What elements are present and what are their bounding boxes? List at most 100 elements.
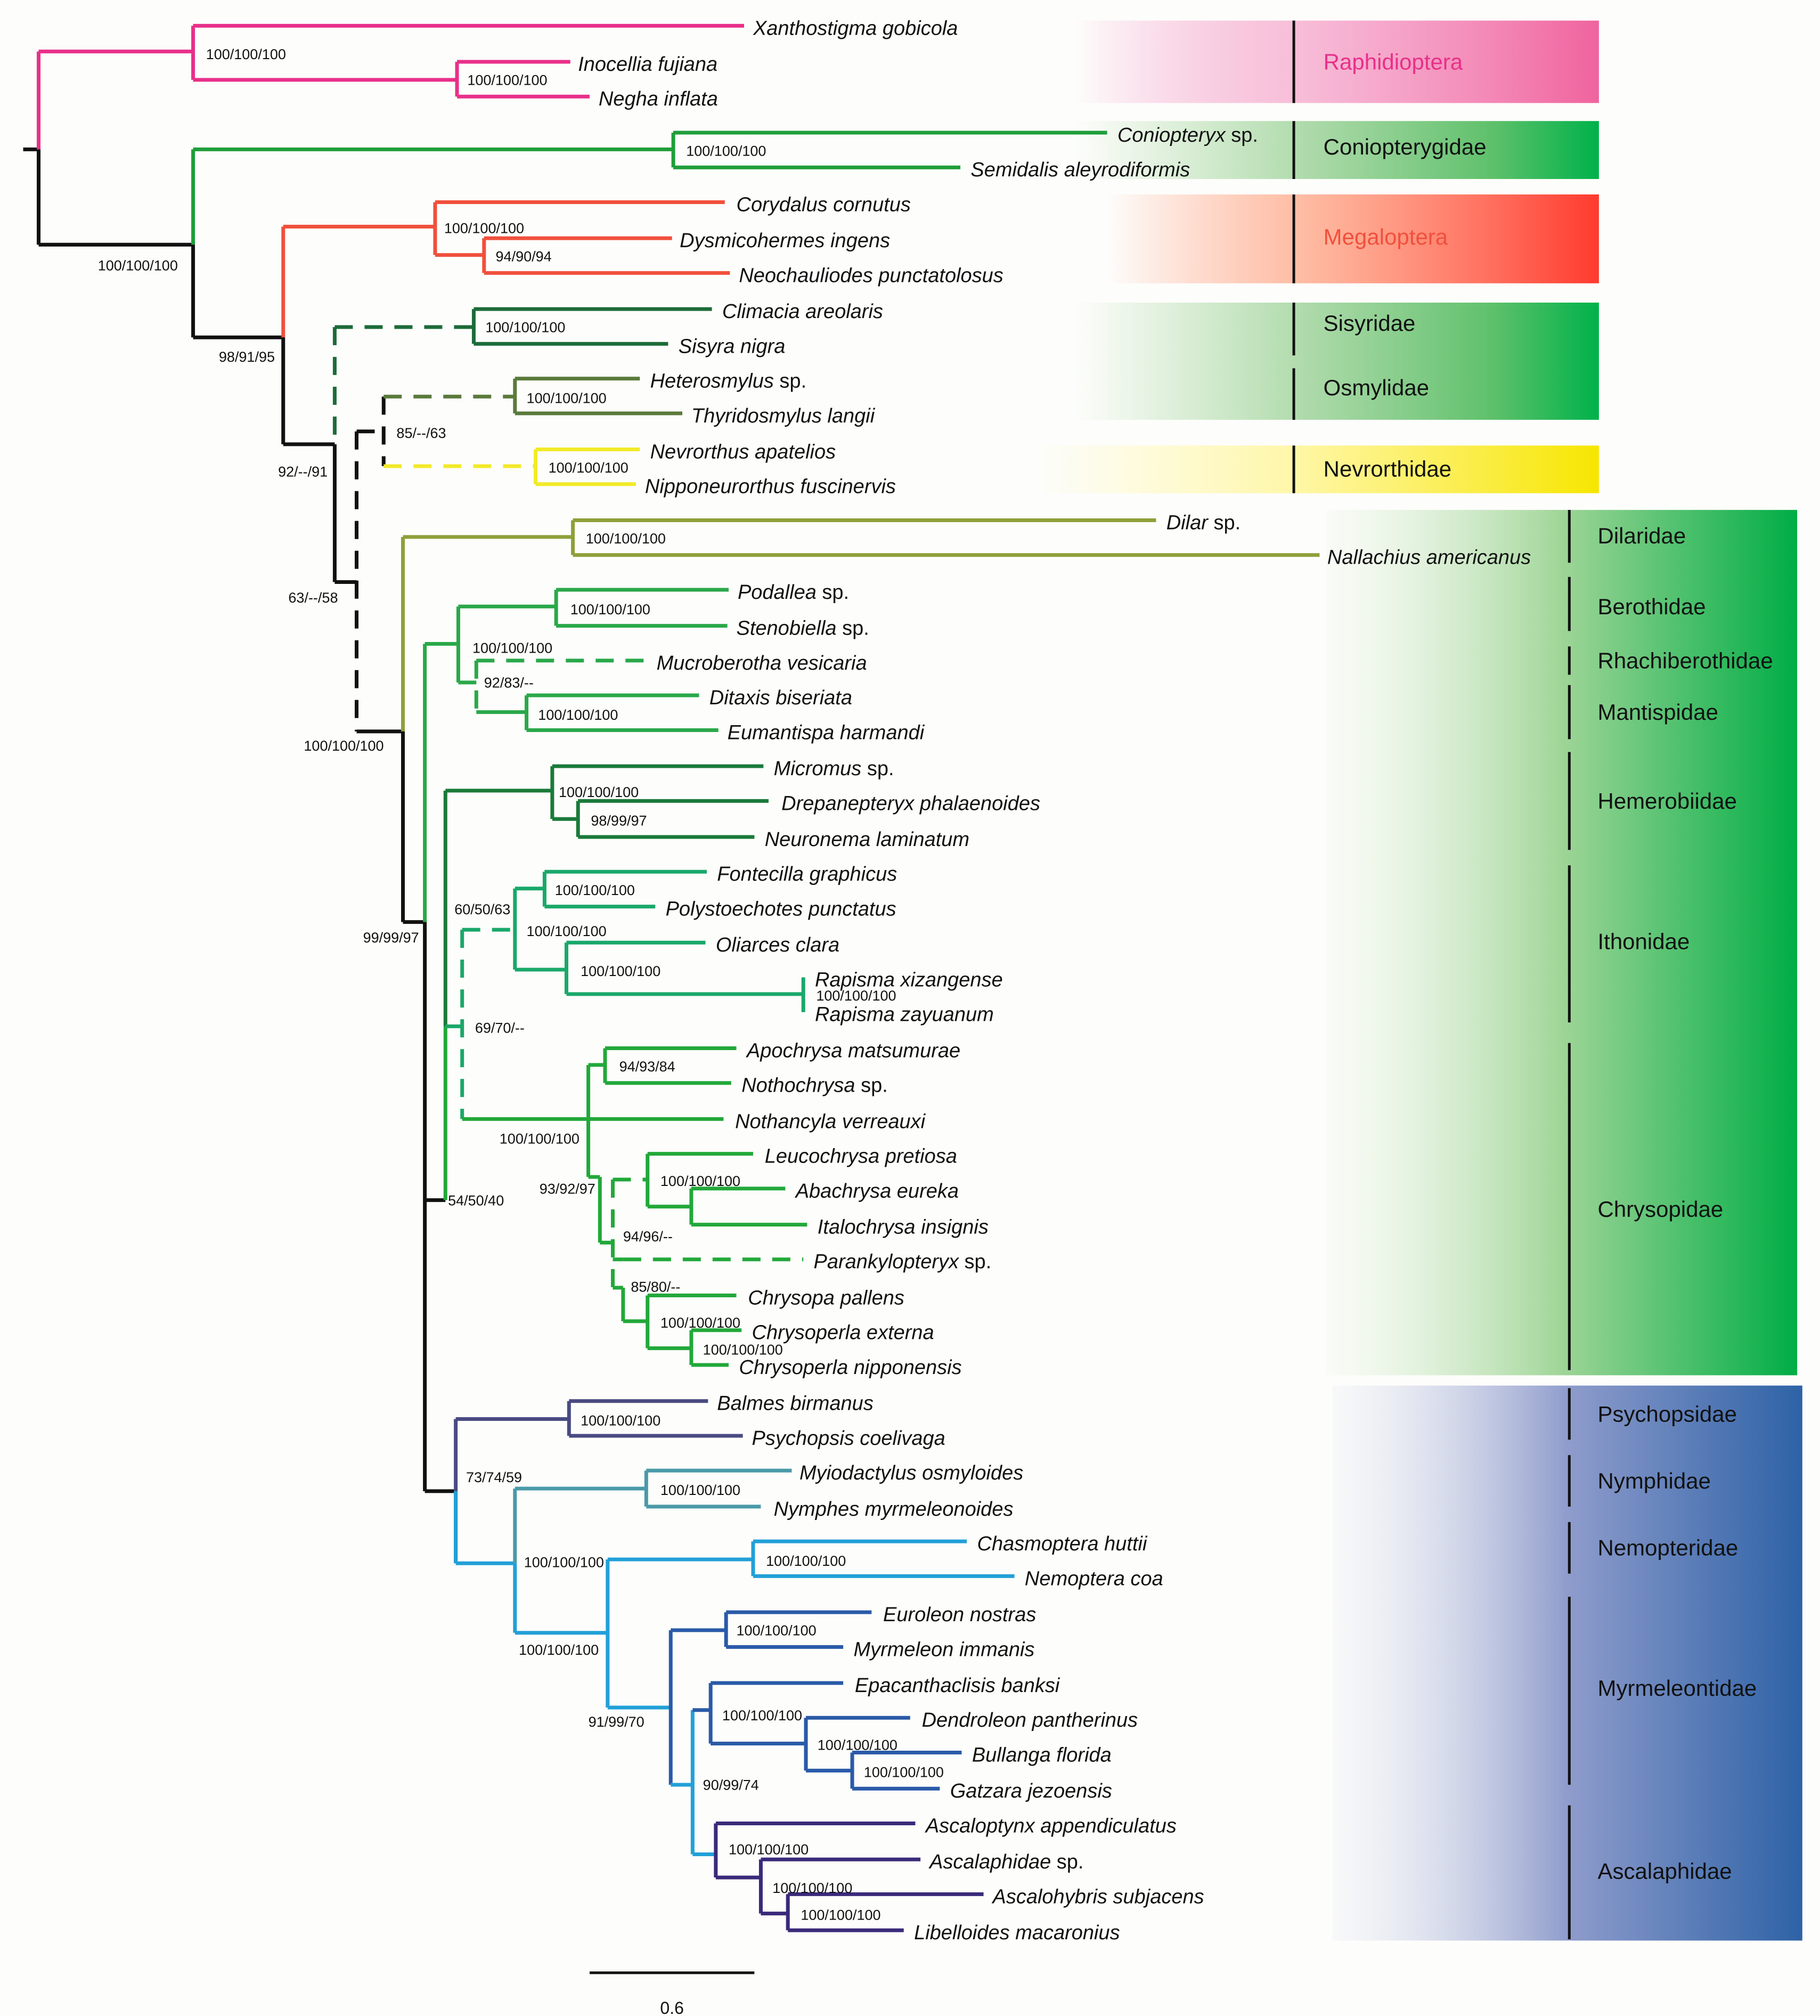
taxon-name: Thyridosmylus langii [691, 405, 876, 427]
clade-block-3 [1075, 302, 1599, 420]
taxon-name: Chrysoperla externa [752, 1322, 934, 1344]
family-label: Raphidioptera [1324, 50, 1463, 75]
taxon-label: Rapisma xizangense [815, 969, 1003, 991]
family-label: Dilaridae [1597, 523, 1686, 548]
taxon-name: Dysmicohermes ingens [680, 230, 890, 252]
taxon-name: Inocellia fujiana [578, 53, 717, 76]
taxon-name: Corydalus cornutus [737, 193, 911, 216]
taxon-label: Nipponeurorthus fuscinervis [645, 476, 896, 498]
taxon-label: Coniopteryx sp. [1117, 124, 1258, 147]
taxon-suffix: sp. [837, 617, 869, 640]
taxon-name: Gatzara jezoensis [950, 1780, 1112, 1802]
support-value: 100/100/100 [801, 1907, 880, 1923]
taxon-name: Nipponeurorthus fuscinervis [645, 476, 896, 498]
taxon-name: Psychopsis coelivaga [752, 1427, 945, 1450]
support-value: 100/100/100 [581, 963, 660, 979]
family-label: Sisyridae [1324, 311, 1416, 336]
clade-block-0 [1075, 20, 1599, 103]
support-value: 100/100/100 [519, 1642, 599, 1658]
support-value: 100/100/100 [660, 1315, 740, 1331]
family-label: Myrmeleontidae [1597, 1676, 1757, 1701]
taxon-name: Micromus [774, 758, 862, 780]
support-value: 92/--/91 [278, 464, 328, 479]
taxon-name: Drepanepteryx phalaenoides [781, 792, 1040, 815]
support-value: 100/100/100 [570, 601, 650, 617]
taxon-name: Ditaxis biseriata [709, 687, 852, 709]
taxon-name: Myrmeleon immanis [853, 1638, 1034, 1661]
taxon-name: Rapisma zayuanum [815, 1004, 994, 1026]
taxon-name: Oliarces clara [716, 934, 839, 956]
taxon-suffix: sp. [1208, 511, 1240, 534]
taxon-label: Myrmeleon immanis [853, 1638, 1034, 1661]
taxon-name: Neochauliodes punctatolosus [739, 264, 1003, 287]
taxon-name: Epacanthaclisis banksi [855, 1674, 1060, 1697]
support-value: 100/100/100 [206, 46, 286, 62]
taxon-label: Nymphes myrmeleonoides [774, 1498, 1014, 1521]
taxon-name: Eumantispa harmandi [728, 721, 925, 744]
support-value: 85/80/-- [631, 1279, 680, 1295]
support-value: 100/100/100 [660, 1173, 740, 1189]
taxon-label: Drepanepteryx phalaenoides [781, 792, 1040, 815]
taxon-name: Negha inflata [599, 88, 718, 110]
taxon-name: Dendroleon pantherinus [922, 1709, 1138, 1732]
taxon-suffix: sp. [1051, 1851, 1083, 1873]
support-value: 98/91/95 [219, 349, 275, 365]
support-value: 100/100/100 [660, 1482, 740, 1498]
support-value: 94/96/-- [623, 1229, 673, 1245]
taxon-label: Mucroberotha vesicaria [657, 652, 867, 674]
taxon-name: Mucroberotha vesicaria [657, 652, 867, 674]
clade-block-4 [1036, 445, 1599, 493]
taxon-label: Eumantispa harmandi [728, 721, 925, 744]
taxon-name: Apochrysa matsumurae [746, 1039, 960, 1062]
taxon-label: Myiodactylus osmyloides [799, 1462, 1023, 1484]
taxon-name: Fontecilla graphicus [717, 863, 897, 885]
taxon-label: Apochrysa matsumurae [746, 1039, 960, 1062]
taxon-label: Rapisma zayuanum [815, 1004, 994, 1026]
taxon-name: Ascalaphidae [928, 1851, 1051, 1873]
support-value: 92/83/-- [484, 675, 534, 691]
family-label: Nevrorthidae [1324, 456, 1451, 481]
support-value: 85/--/63 [396, 425, 446, 441]
taxon-name: Ascaloptynx appendiculatus [925, 1815, 1177, 1837]
taxon-label: Stenobiella sp. [737, 617, 869, 640]
taxon-name: Abachrysa eureka [795, 1180, 959, 1202]
taxon-label: Sisyra nigra [679, 335, 786, 357]
taxon-name: Chrysoperla nipponensis [739, 1356, 961, 1379]
family-label: Ithonidae [1597, 929, 1690, 954]
taxon-name: Podallea [738, 581, 817, 604]
taxon-name: Neuronema laminatum [765, 828, 969, 851]
taxon-label: Climacia areolaris [722, 300, 883, 323]
taxon-name: Polystoechotes punctatus [666, 898, 896, 920]
taxon-label: Parankylopteryx sp. [814, 1251, 992, 1273]
support-value: 90/99/74 [703, 1777, 759, 1793]
taxon-name: Climacia areolaris [722, 300, 883, 323]
support-value: 100/100/100 [816, 988, 896, 1004]
taxon-suffix: sp. [959, 1251, 991, 1273]
support-value: 100/100/100 [686, 143, 766, 159]
taxon-suffix: sp. [774, 370, 806, 393]
support-value: 100/100/100 [500, 1131, 580, 1147]
taxon-name: Euroleon nostras [883, 1604, 1036, 1626]
taxon-label: Chasmoptera huttii [977, 1533, 1148, 1555]
taxon-label: Nevrorthus apatelios [650, 441, 836, 463]
support-value: 100/100/100 [729, 1841, 809, 1857]
taxon-label: Ditaxis biseriata [709, 687, 852, 709]
taxon-name: Libelloides macaronius [914, 1922, 1120, 1944]
taxon-label: Fontecilla graphicus [717, 863, 897, 885]
support-value: 100/100/100 [559, 784, 639, 800]
taxon-label: Balmes birmanus [717, 1393, 874, 1415]
support-value: 100/100/100 [581, 1413, 660, 1429]
support-value: 100/100/100 [472, 640, 552, 656]
taxon-suffix: sp. [855, 1075, 888, 1097]
taxon-name: Nevrorthus apatelios [650, 441, 836, 463]
family-label: Mantispidae [1597, 700, 1718, 725]
taxon-name: Nymphes myrmeleonoides [774, 1498, 1014, 1521]
taxon-label: Micromus sp. [774, 758, 894, 780]
taxon-name: Nothochrysa [741, 1075, 855, 1097]
support-value: 100/100/100 [864, 1764, 944, 1780]
support-value: 100/100/100 [527, 923, 607, 939]
taxon-label: Dilar sp. [1166, 511, 1240, 534]
clade-block-6 [1332, 1385, 1802, 1941]
support-value: 98/99/97 [591, 812, 647, 828]
support-value: 100/100/100 [555, 882, 635, 898]
